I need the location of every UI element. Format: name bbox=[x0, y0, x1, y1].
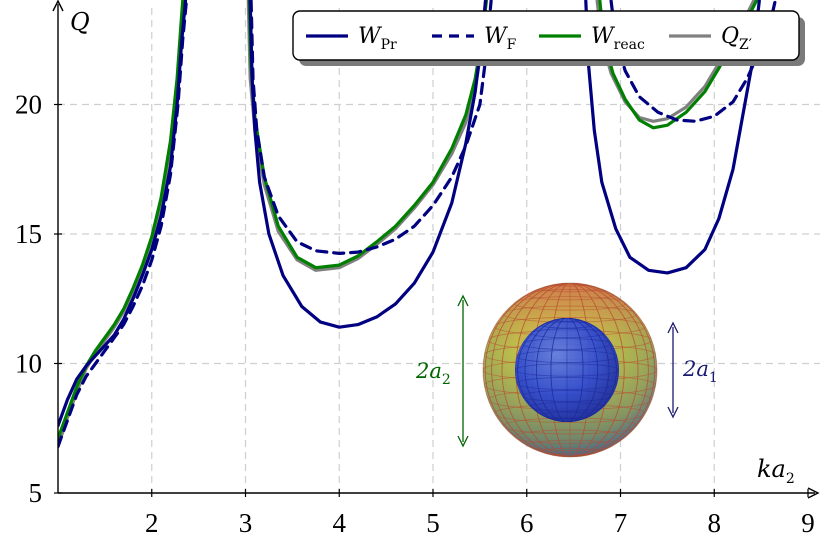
mesh-longitude bbox=[536, 318, 598, 422]
dimension-arrows: 2a2 2a1 bbox=[415, 294, 718, 448]
outer-diameter-label: 2a2 bbox=[415, 359, 451, 388]
inner-sphere bbox=[515, 318, 619, 422]
mesh-longitude bbox=[491, 283, 649, 457]
y-tick-label: 15 bbox=[15, 219, 42, 249]
nested-spheres-illustration bbox=[482, 282, 658, 458]
series-line-w-0-seg2 bbox=[584, 0, 761, 275]
series-line-w-0-seg1 bbox=[248, 0, 488, 329]
x-tick-labels: 2 3 4 5 6 7 8 9 bbox=[145, 489, 815, 538]
legend-label: WPr bbox=[358, 24, 397, 53]
x-tick-label: 9 bbox=[801, 508, 815, 538]
y-axis-label: Q bbox=[70, 8, 90, 36]
x-tick-label: 2 bbox=[145, 508, 159, 538]
mesh-longitude bbox=[550, 318, 584, 422]
mesh-longitude bbox=[484, 283, 656, 457]
y-tick-label: 5 bbox=[29, 478, 43, 508]
x-tick-label: 8 bbox=[708, 508, 722, 538]
x-tick-label: 3 bbox=[239, 508, 253, 538]
inner-arrow-head-top bbox=[667, 321, 679, 334]
outer-arrow-head-bottom bbox=[457, 435, 469, 448]
y-tick-label: 10 bbox=[15, 349, 42, 379]
x-axis-arrow bbox=[807, 487, 820, 499]
inner-diameter-label: 2a1 bbox=[682, 357, 718, 386]
y-tick-labels: 5 10 15 20 bbox=[15, 90, 62, 508]
legend: WPr WF Wreac QZ′ bbox=[292, 10, 805, 66]
mesh-latitude bbox=[515, 363, 619, 377]
series-line-w-2-seg0 bbox=[58, 0, 185, 441]
inner-arrow-head-bottom bbox=[667, 406, 679, 419]
legend-label: Wreac bbox=[591, 24, 645, 53]
outer-sphere-outline bbox=[482, 282, 658, 458]
y-tick-label: 20 bbox=[15, 90, 42, 120]
x-tick-label: 4 bbox=[333, 508, 347, 538]
series-line-w-0-seg0 bbox=[58, 0, 188, 428]
x-axis-label: ka2 bbox=[757, 455, 795, 487]
mesh-longitude bbox=[517, 318, 617, 422]
x-tick-label: 6 bbox=[520, 508, 534, 538]
x-tick-label: 7 bbox=[614, 508, 628, 538]
y-axis-arrow bbox=[52, 0, 64, 12]
axes: 2 3 4 5 6 7 8 9 5 10 15 20 ka2 Q bbox=[15, 0, 820, 538]
x-tick-label: 5 bbox=[426, 508, 440, 538]
series-line-w-1-seg2 bbox=[609, 0, 777, 123]
legend-label: WF bbox=[484, 24, 517, 53]
legend-label: QZ′ bbox=[721, 24, 752, 53]
mesh-longitude bbox=[524, 318, 610, 422]
outer-arrow-head-top bbox=[457, 294, 469, 307]
mesh-longitude bbox=[501, 283, 639, 457]
